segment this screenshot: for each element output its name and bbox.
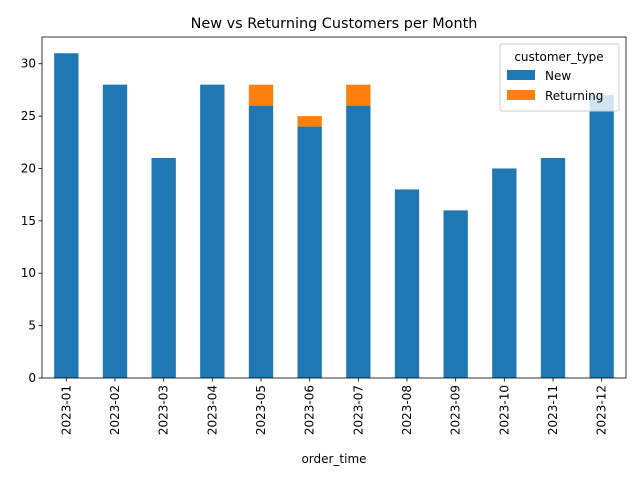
bar-new-2023-04	[200, 84, 225, 379]
legend-swatch-new	[507, 70, 535, 80]
x-tick-label: 2023-03	[157, 385, 171, 435]
x-tick-label: 2023-10	[497, 385, 511, 435]
y-axis: 0 5 10 15 20 25 30	[21, 57, 42, 385]
bar-returning-2023-05	[248, 84, 274, 106]
x-axis: 2023-01 2023-02 2023-03 2023-04 2023-05 2023-…	[59, 378, 609, 435]
bar-new-2023-08	[394, 189, 420, 378]
bar-new-2023-07	[346, 105, 371, 378]
chart-title: New vs Returning Customers per Month	[191, 16, 478, 32]
x-tick-label: 2023-02	[108, 385, 122, 435]
x-tick-label: 2023-06	[303, 385, 317, 435]
legend: customer_type New Returning	[499, 43, 620, 112]
x-tick-label: 2023-08	[400, 385, 414, 435]
bar-new-2023-12	[589, 95, 614, 379]
bars-layer	[54, 53, 614, 379]
legend-swatch-returning	[507, 90, 535, 100]
legend-label-new: New	[545, 69, 571, 83]
y-tick-label: 10	[21, 266, 36, 280]
y-tick-label: 25	[21, 109, 36, 123]
x-tick-label: 2023-01	[59, 385, 73, 435]
bar-new-2023-02	[102, 84, 128, 379]
y-tick-label: 30	[21, 57, 36, 71]
y-tick-label: 0	[28, 371, 36, 385]
legend-label-returning: Returning	[545, 89, 603, 103]
y-tick-label: 20	[21, 161, 36, 175]
x-tick-label: 2023-12	[595, 385, 609, 435]
legend-title: customer_type	[514, 50, 603, 64]
bar-returning-2023-06	[297, 116, 322, 127]
bar-returning-2023-07	[346, 84, 371, 106]
plot-frame	[41, 36, 627, 379]
bar-new-2023-11	[540, 158, 566, 378]
bar-new-2023-09	[443, 210, 468, 378]
y-tick-label: 15	[21, 214, 36, 228]
x-tick-label: 2023-07	[351, 385, 365, 435]
bar-new-2023-01	[54, 53, 79, 378]
x-tick-label: 2023-11	[546, 385, 560, 435]
y-tick-label: 5	[28, 319, 36, 333]
x-tick-label: 2023-09	[449, 385, 463, 435]
bar-new-2023-10	[492, 168, 517, 378]
x-tick-label: 2023-05	[254, 385, 268, 435]
x-tick-label: 2023-04	[205, 385, 219, 435]
bar-new-2023-06	[297, 126, 322, 378]
bar-new-2023-03	[151, 158, 176, 378]
bar-new-2023-05	[248, 105, 274, 378]
x-axis-label: order_time	[301, 452, 366, 466]
